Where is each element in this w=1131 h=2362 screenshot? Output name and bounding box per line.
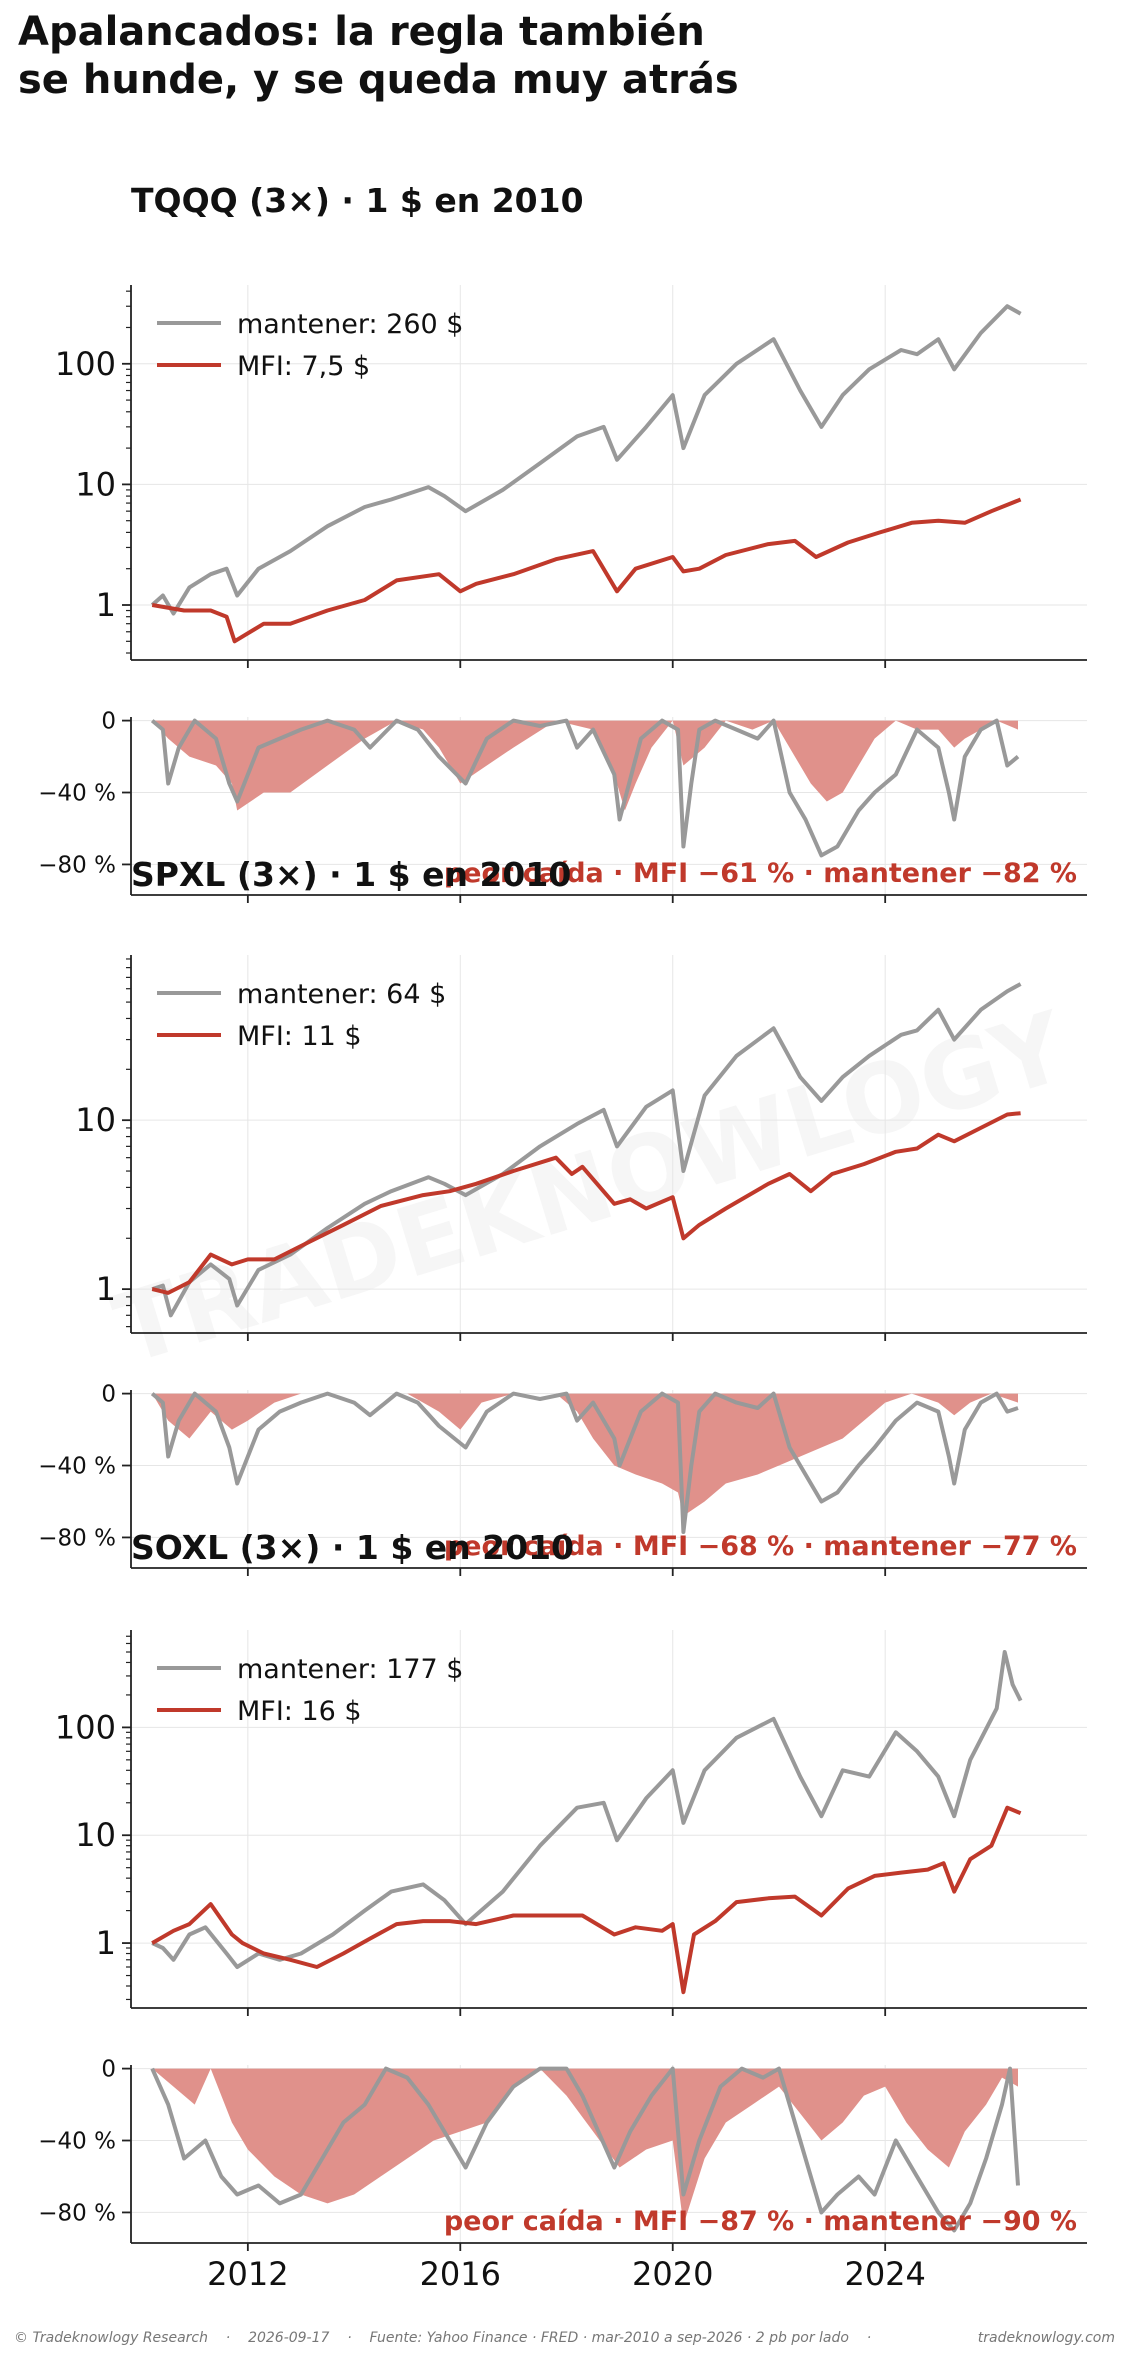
x-tick-label: 2020 [632,2255,713,2293]
chart-panel: SPXL (3×) · 1 $ en 2010 1 10 mantener: 64 $… [38,855,1087,1576]
drawdown-area-mfi [152,1393,1018,1516]
y-tick-label: 100 [55,345,116,383]
legend-label-mfi: MFI: 7,5 $ [237,351,370,382]
footer-site: tradeknowlogy.com [977,2330,1115,2346]
series-line-mfi [151,1805,1022,1995]
drawdown-area-mfi [152,2068,1018,2225]
x-tick-label: 2024 [844,2255,925,2293]
y-tick-label: 1 [96,586,116,624]
drawdown-line-hold [150,1391,1019,1534]
dd-y-tick-label: −40 % [38,2129,116,2155]
panel-title: SOXL (3×) · 1 $ en 2010 [131,1528,574,1567]
drawdown-area-mfi [152,720,1018,811]
footer-separator: · [225,2330,231,2346]
y-tick-label: 1 [96,1270,116,1308]
series-line-hold [151,982,1022,1318]
chart-panel: SOXL (3×) · 1 $ en 2010 1 10 100 mantener: 1… [38,1528,1087,2293]
drawdown-line-hold [150,2066,1020,2233]
dd-y-tick-label: −40 % [38,781,116,807]
dd-y-tick-label: 0 [101,1382,116,1408]
drawdown-annotation: peor caída · MFI −68 % · mantener −77 % [444,1531,1077,1562]
chart-panel: TQQQ (3×) · 1 $ en 2010 1 10 100 mantener: 2… [38,181,1087,903]
dd-y-tick-label: −80 % [38,1525,116,1551]
panel-title: SPXL (3×) · 1 $ en 2010 [131,855,571,894]
footer-date: 2026-09-17 [248,2330,330,2346]
legend-label-hold: mantener: 177 $ [237,1654,463,1685]
page-title: Apalancados: la regla también se hunde, … [18,8,739,104]
footer-credits: © Tradeknowlogy Research · 2026-09-17 · … [14,2330,871,2346]
legend-label-hold: mantener: 260 $ [237,309,463,340]
legend-label-mfi: MFI: 11 $ [237,1021,362,1052]
y-tick-label: 10 [75,1816,116,1854]
series-line-mfi [151,497,1022,644]
drawdown-line-hold [150,718,1020,858]
dd-y-tick-label: −80 % [38,2200,116,2226]
dd-y-tick-label: −40 % [38,1454,116,1480]
panel-title: TQQQ (3×) · 1 $ en 2010 [131,181,584,220]
x-tick-label: 2012 [207,2255,288,2293]
dd-y-tick-label: 0 [101,709,116,735]
footer-brand: © Tradeknowlogy Research [14,2330,208,2346]
drawdown-annotation: peor caída · MFI −87 % · mantener −90 % [444,2206,1077,2237]
y-tick-label: 10 [75,465,116,503]
page-title-line-1: Apalancados: la regla también [18,9,705,55]
footer: © Tradeknowlogy Research · 2026-09-17 · … [14,2330,1115,2350]
footer-separator: · [866,2330,872,2346]
y-tick-label: 100 [55,1708,116,1746]
dd-y-tick-label: −80 % [38,852,116,878]
y-tick-label: 1 [96,1924,116,1962]
drawdown-annotation: peor caída · MFI −61 % · mantener −82 % [444,858,1077,889]
dd-y-tick-label: 0 [101,2057,116,2083]
series-line-hold [150,304,1022,616]
legend-label-mfi: MFI: 16 $ [237,1696,362,1727]
series-line-hold [151,1650,1023,1969]
legend-label-hold: mantener: 64 $ [237,979,446,1010]
x-tick-label: 2016 [420,2255,501,2293]
y-tick-label: 10 [75,1101,116,1139]
page-title-line-2: se hunde, y se queda muy atrás [18,57,739,103]
footer-separator: · [347,2330,352,2346]
footer-source: Fuente: Yahoo Finance · FRED · mar-2010 … [369,2330,849,2346]
series-line-mfi [151,1111,1021,1295]
